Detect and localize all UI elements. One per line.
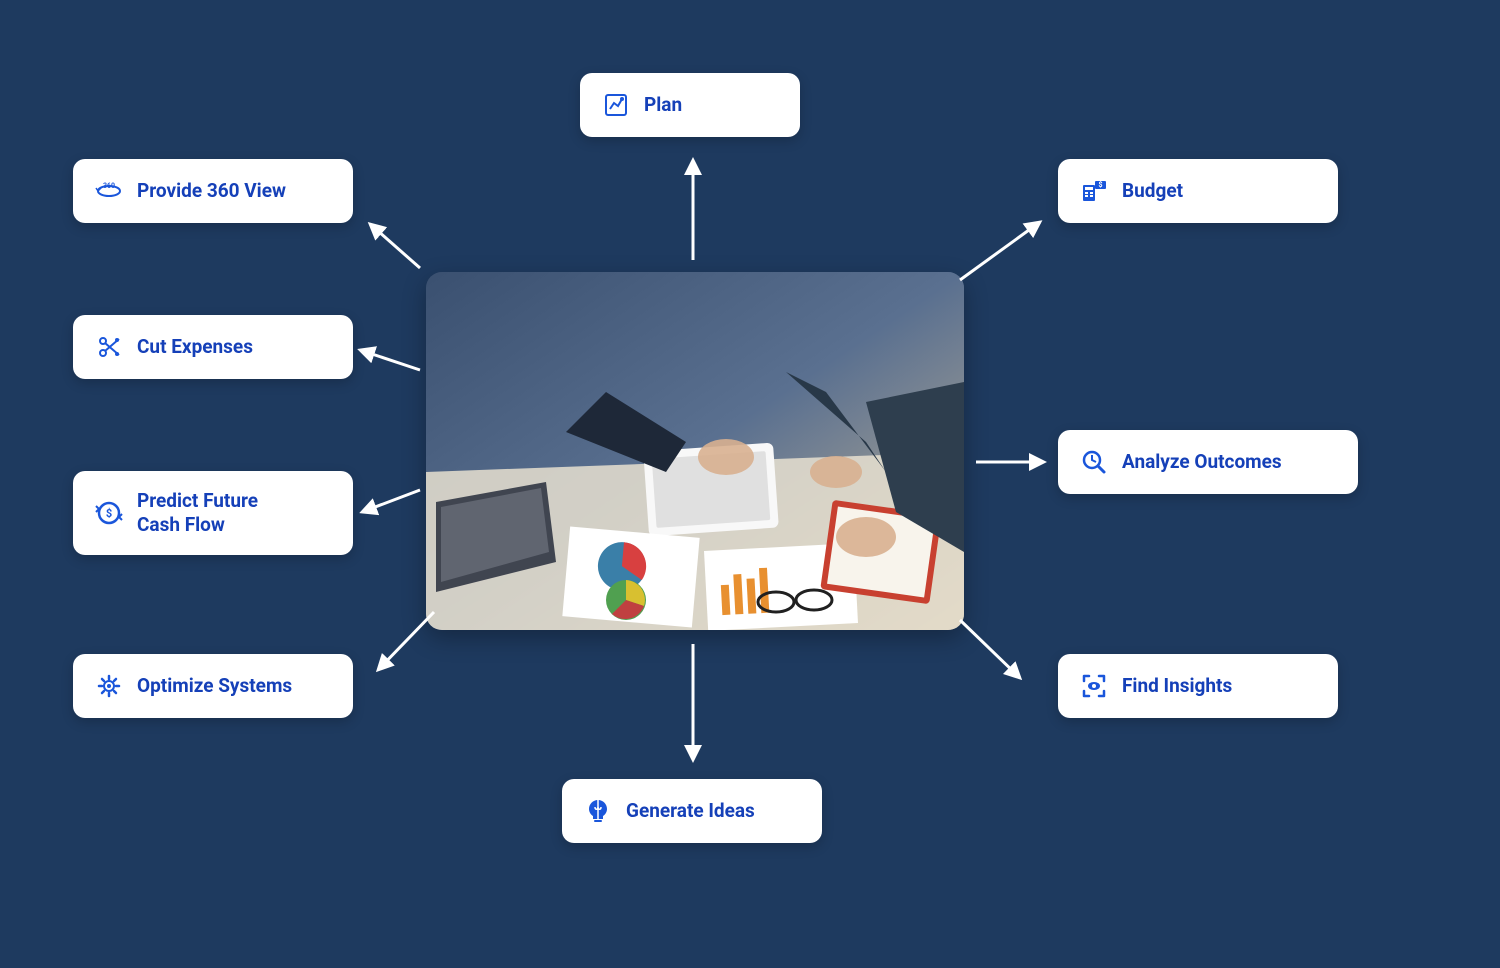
node-label: Find Insights <box>1122 674 1232 698</box>
center-image-inner <box>426 272 964 630</box>
arrow-2 <box>360 350 420 370</box>
plan-icon <box>602 91 630 119</box>
cut-icon <box>95 333 123 361</box>
node-optimize: Optimize Systems <box>73 654 353 718</box>
arrow-1 <box>370 224 420 268</box>
node-predict: Predict FutureCash Flow <box>73 471 353 555</box>
center-image <box>426 272 964 630</box>
node-label: Cut Expenses <box>137 335 253 359</box>
node-plan: Plan <box>580 73 800 137</box>
analyze-icon <box>1080 448 1108 476</box>
node-label: Plan <box>644 93 682 117</box>
arrow-8 <box>960 222 1040 280</box>
node-label: Optimize Systems <box>137 674 292 698</box>
node-label: Provide 360 View <box>137 179 286 203</box>
node-label: Analyze Outcomes <box>1122 450 1282 474</box>
node-label: Generate Ideas <box>626 799 755 823</box>
predict-icon <box>95 499 123 527</box>
node-analyze: Analyze Outcomes <box>1058 430 1358 494</box>
node-budget: Budget <box>1058 159 1338 223</box>
node-find-insights: Find Insights <box>1058 654 1338 718</box>
node-generate-ideas: Generate Ideas <box>562 779 822 843</box>
optimize-icon <box>95 672 123 700</box>
ideas-icon <box>584 797 612 825</box>
view360-icon <box>95 177 123 205</box>
diagram-canvas: Plan Provide 360 View Budget Cut Expenses An… <box>0 0 1500 968</box>
arrow-6 <box>960 620 1020 678</box>
budget-icon <box>1080 177 1108 205</box>
arrow-3 <box>362 490 420 512</box>
node-provide-360: Provide 360 View <box>73 159 353 223</box>
node-label: Budget <box>1122 179 1183 203</box>
node-cut-expenses: Cut Expenses <box>73 315 353 379</box>
insight-icon <box>1080 672 1108 700</box>
node-label: Predict FutureCash Flow <box>137 489 258 537</box>
